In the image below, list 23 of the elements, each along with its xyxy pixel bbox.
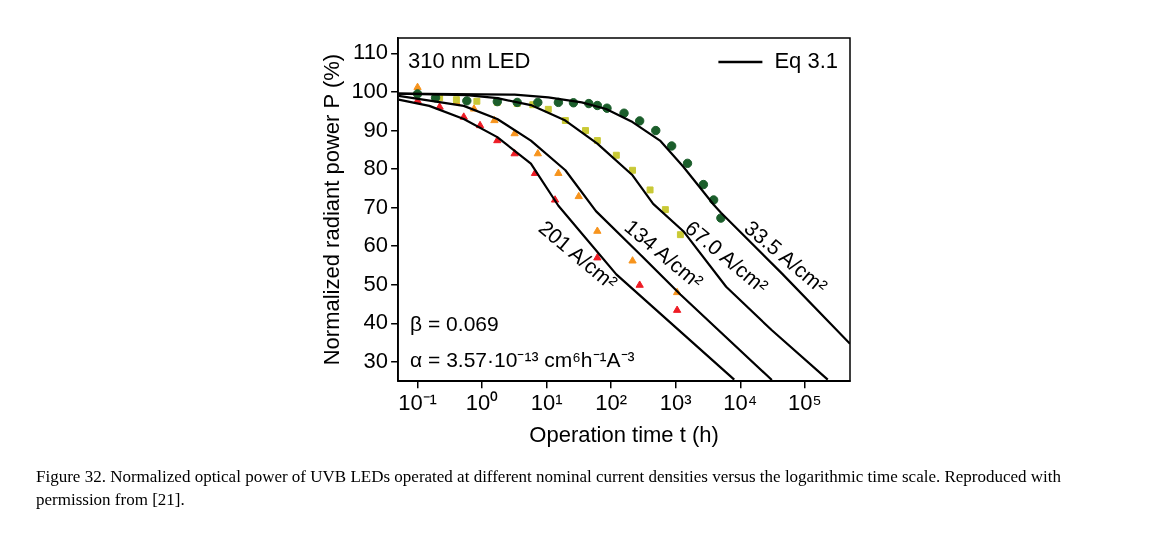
text: Figure 32. Normalized optical power of UVB LEDs operated at different nominal current densities versus the logarithmic time scale. Reproduced with permission from [21].	[36, 466, 1063, 511]
x-tick-label: 10⁵	[788, 390, 822, 416]
annotation: β = 0.069	[410, 312, 499, 336]
y-tick-label: 110	[353, 39, 389, 65]
x-axis-title: Operation time t (h)	[529, 421, 719, 447]
y-tick-label: 90	[363, 116, 389, 142]
y-tick-label: 40	[363, 309, 389, 335]
x-tick-label: 10⁴	[723, 390, 758, 416]
y-tick-label: 100	[351, 78, 389, 104]
x-tick-label: 10³	[659, 390, 692, 416]
x-tick-label: 10¹	[530, 390, 563, 416]
x-tick-label: 10²	[595, 390, 628, 416]
y-tick-label: 30	[363, 347, 389, 373]
y-tick-label: 50	[363, 270, 389, 296]
y-tick-label: 60	[363, 232, 389, 258]
legend-label: Eq 3.1	[774, 48, 838, 74]
x-tick-label: 10⁻¹	[398, 390, 437, 416]
y-axis-title: Normalized radiant power P (%)	[319, 53, 345, 366]
y-tick-label: 70	[363, 193, 389, 219]
annotation: α = 3.57·10⁻¹³ cm⁶h⁻¹A⁻³	[410, 348, 635, 372]
annotation: 310 nm LED	[408, 48, 531, 73]
y-tick-label: 80	[363, 155, 389, 181]
x-tick-label: 10⁰	[465, 390, 499, 416]
